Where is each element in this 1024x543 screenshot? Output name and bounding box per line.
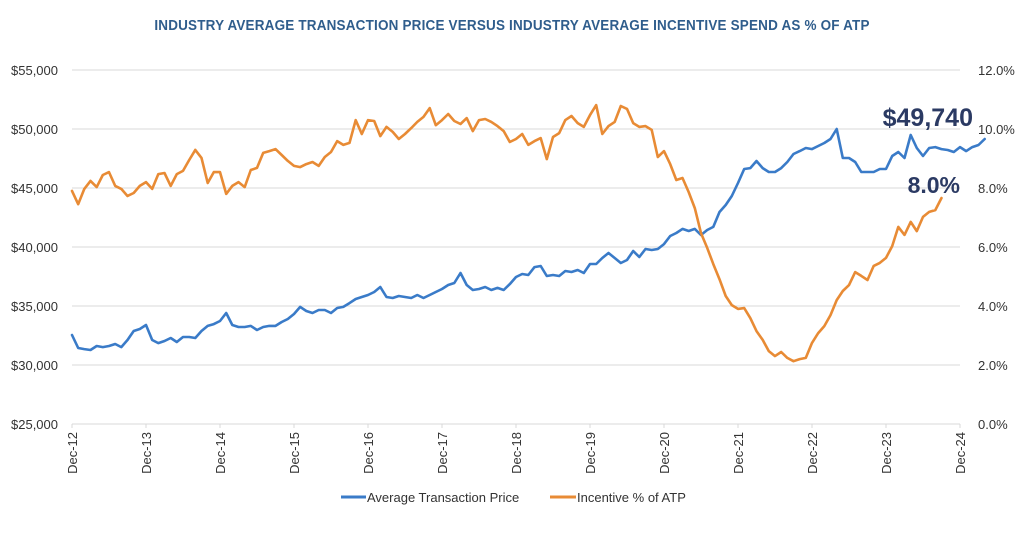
series-lines — [70, 103, 987, 363]
y-right-tick-label: 0.0% — [978, 417, 1008, 432]
x-tick-label: Dec-24 — [953, 432, 968, 474]
y-left-tick-label: $45,000 — [11, 181, 58, 196]
chart-title: INDUSTRY AVERAGE TRANSACTION PRICE VERSU… — [154, 18, 870, 34]
y-right-tick-label: 4.0% — [978, 299, 1008, 314]
x-tick-label: Dec-15 — [287, 432, 302, 474]
x-tick-label: Dec-16 — [361, 432, 376, 474]
y-axis-right: 0.0% 2.0% 4.0% 6.0% 8.0% 10.0% 12.0% — [978, 63, 1015, 432]
incentive-value-annotation: 8.0% — [908, 172, 960, 198]
y-left-tick-label: $40,000 — [11, 240, 58, 255]
y-right-tick-label: 12.0% — [978, 63, 1015, 78]
x-tick-label: Dec-17 — [435, 432, 450, 474]
x-tick-label: Dec-18 — [509, 432, 524, 474]
y-left-tick-label: $35,000 — [11, 299, 58, 314]
y-right-tick-label: 6.0% — [978, 240, 1008, 255]
y-left-tick-label: $25,000 — [11, 417, 58, 432]
legend-label-atp: Average Transaction Price — [367, 490, 519, 505]
x-tick-label: Dec-20 — [657, 432, 672, 474]
y-left-tick-label: $30,000 — [11, 358, 58, 373]
incentive-series-line — [70, 103, 943, 363]
y-axis-left: $25,000 $30,000 $35,000 $40,000 $45,000 $50,0… — [11, 63, 58, 432]
legend-label-incentive: Incentive % of ATP — [577, 490, 686, 505]
x-tick-label: Dec-22 — [805, 432, 820, 474]
x-tick-label: Dec-13 — [139, 432, 154, 474]
y-left-tick-label: $50,000 — [11, 122, 58, 137]
legend: Average Transaction Price Incentive % of … — [341, 490, 686, 505]
annotations: $49,740 8.0% — [883, 104, 973, 198]
x-tick-label: Dec-21 — [731, 432, 746, 474]
y-right-tick-label: 8.0% — [978, 181, 1008, 196]
x-tick-label: Dec-12 — [65, 432, 80, 474]
x-tick-label: Dec-23 — [879, 432, 894, 474]
y-left-tick-label: $55,000 — [11, 63, 58, 78]
x-tick-label: Dec-14 — [213, 432, 228, 474]
atp-value-annotation: $49,740 — [883, 104, 973, 132]
x-axis: Dec-12 Dec-13 Dec-14 Dec-15 Dec-16 Dec-17 Dec-… — [65, 424, 968, 474]
atp-series-line — [70, 127, 987, 352]
gridlines — [72, 69, 960, 425]
x-tick-label: Dec-19 — [583, 432, 598, 474]
y-right-tick-label: 2.0% — [978, 358, 1008, 373]
y-right-tick-label: 10.0% — [978, 122, 1015, 137]
